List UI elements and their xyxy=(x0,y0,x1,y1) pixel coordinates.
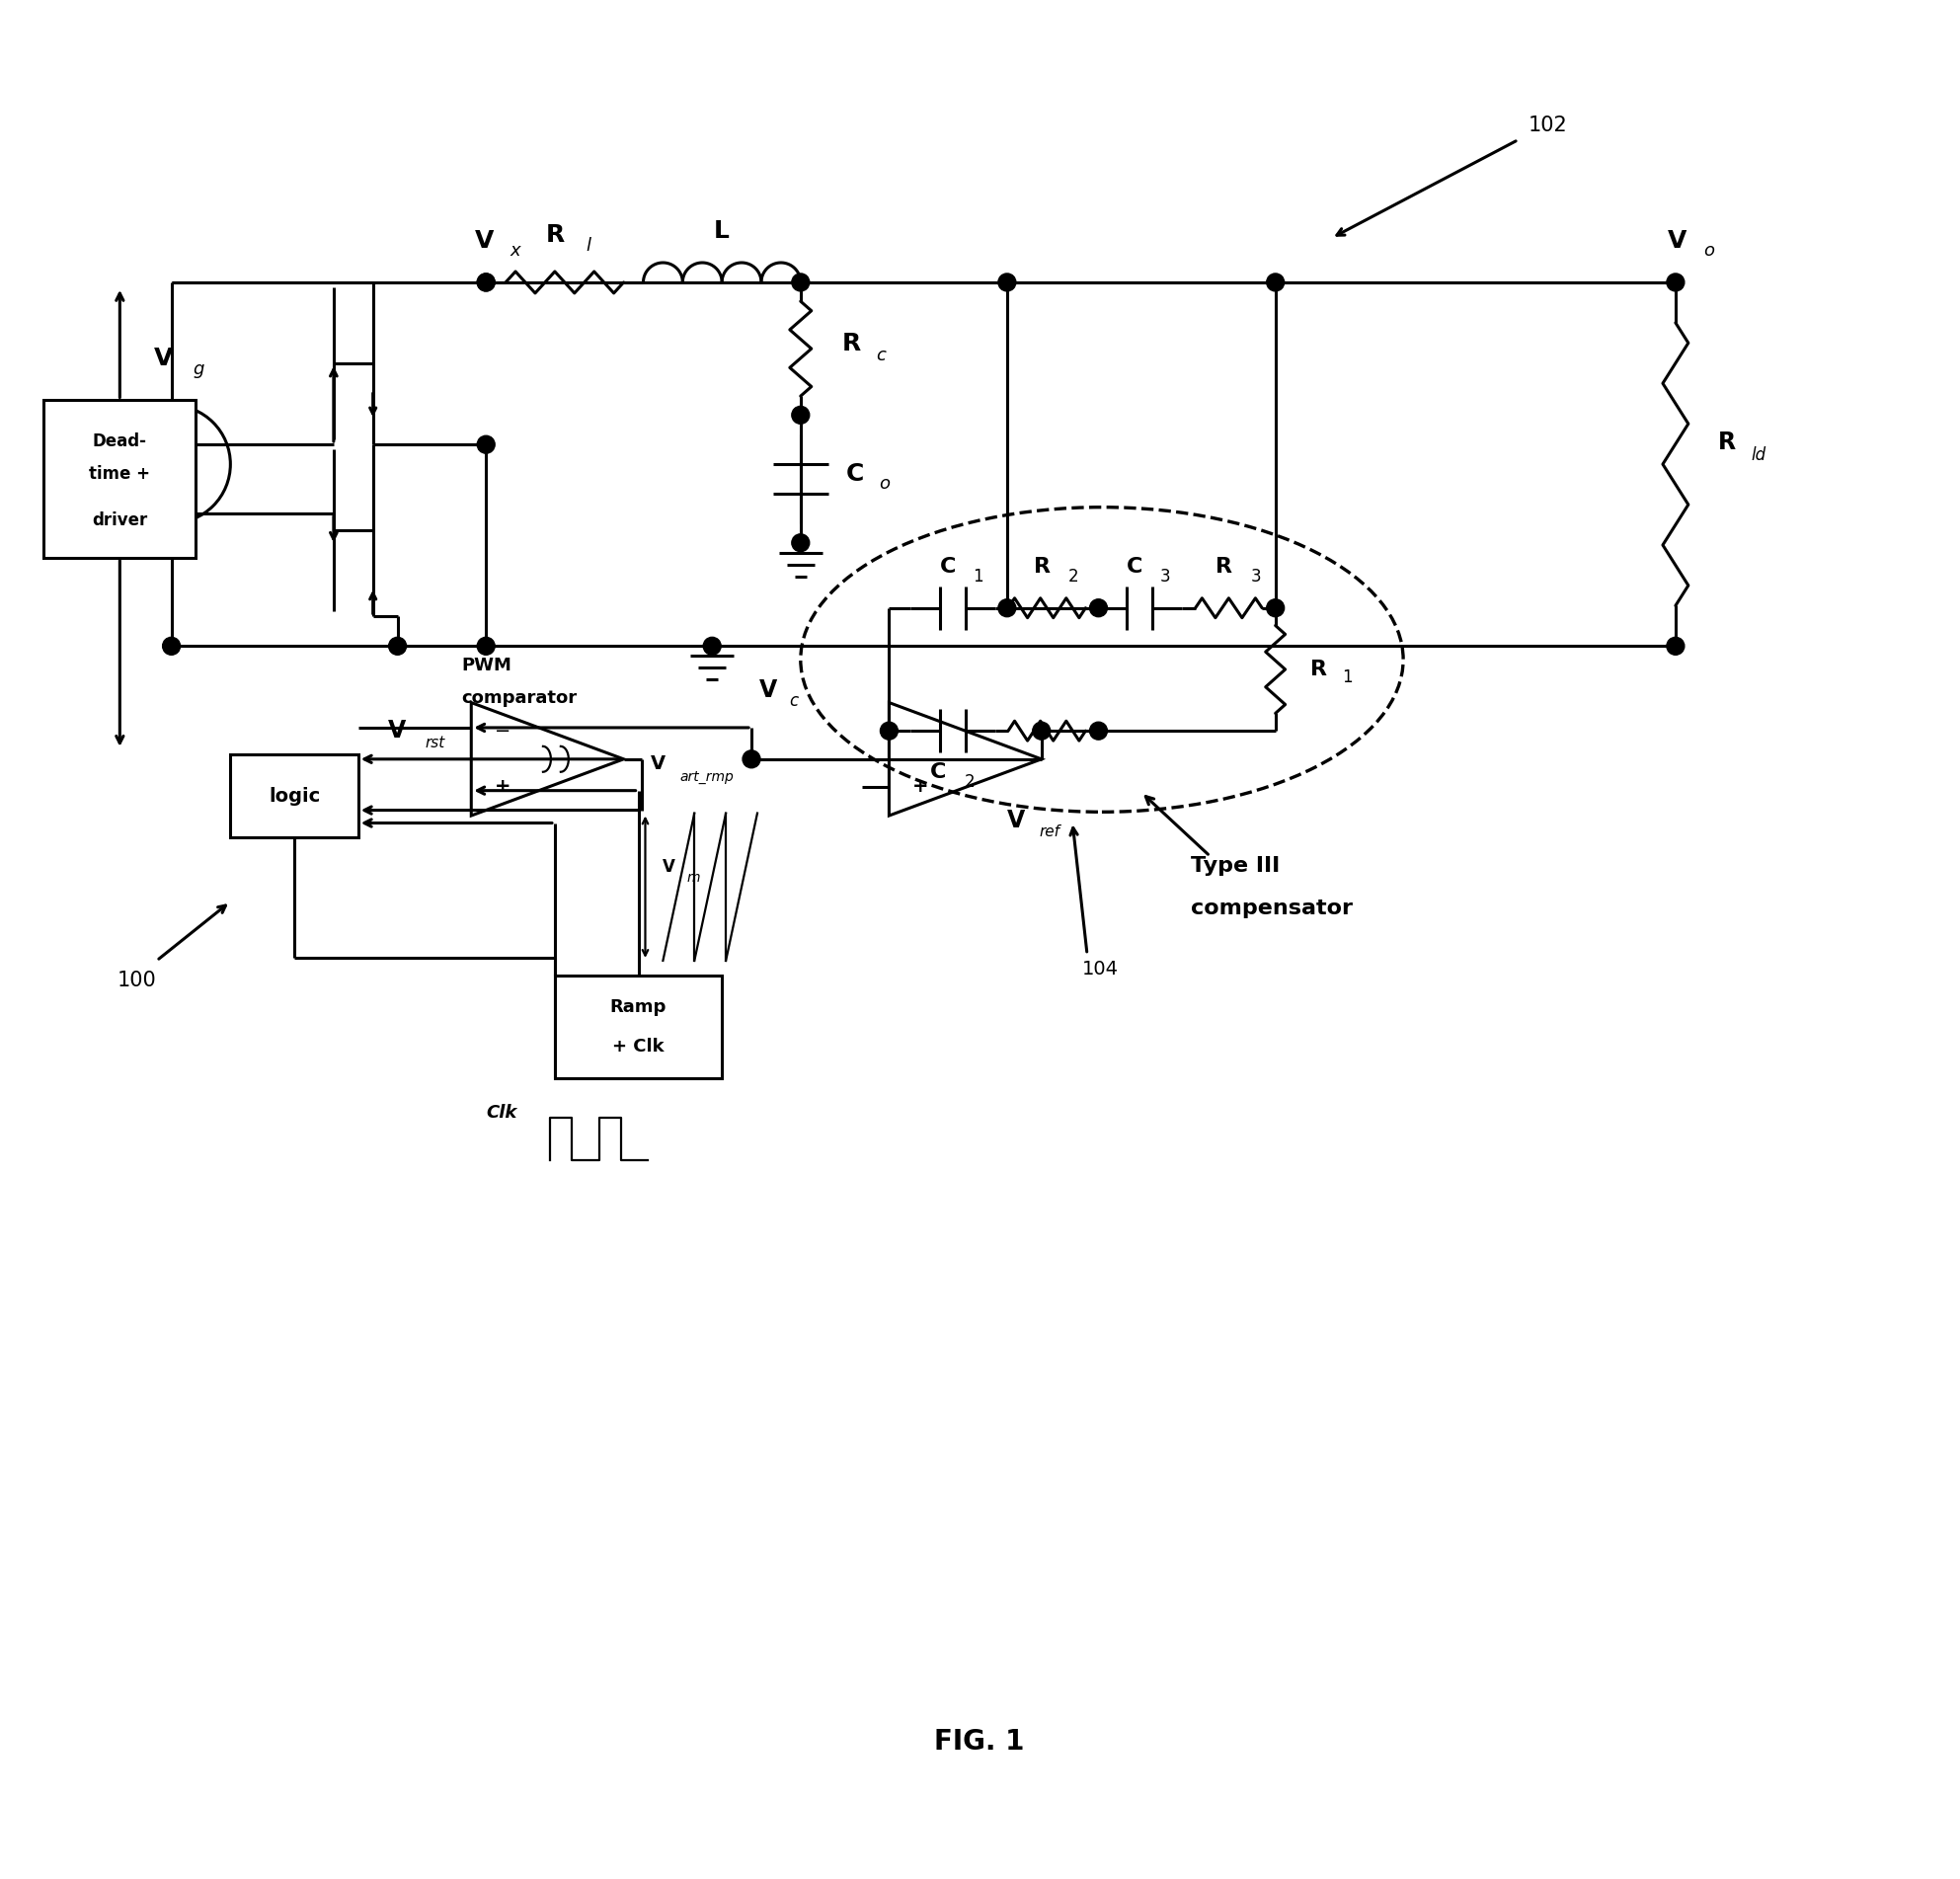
Circle shape xyxy=(476,637,494,656)
Circle shape xyxy=(1666,637,1684,656)
Text: C: C xyxy=(931,763,947,782)
Text: R: R xyxy=(843,333,860,355)
Text: x: x xyxy=(510,242,519,259)
Text: 100: 100 xyxy=(118,970,157,990)
Text: R: R xyxy=(1033,556,1051,577)
Text: C: C xyxy=(1127,556,1143,577)
Text: rst: rst xyxy=(425,735,445,750)
Circle shape xyxy=(1666,274,1684,291)
Text: FIG. 1: FIG. 1 xyxy=(935,1729,1025,1757)
Text: + Clk: + Clk xyxy=(612,1037,664,1056)
Text: compensator: compensator xyxy=(1190,898,1352,919)
Text: g: g xyxy=(192,361,204,378)
Text: c: c xyxy=(876,346,886,365)
Text: V: V xyxy=(651,755,664,774)
Circle shape xyxy=(704,637,721,656)
Text: C: C xyxy=(845,462,864,487)
Text: ld: ld xyxy=(1750,447,1766,464)
Text: +: + xyxy=(163,436,180,455)
Text: −: − xyxy=(494,722,512,740)
Circle shape xyxy=(792,274,809,291)
Text: 2: 2 xyxy=(964,772,976,791)
Text: L: L xyxy=(713,220,729,242)
Text: V: V xyxy=(1668,229,1688,254)
Text: V: V xyxy=(662,859,676,876)
Circle shape xyxy=(1090,722,1107,740)
Bar xyxy=(43,400,196,558)
Circle shape xyxy=(998,274,1015,291)
Text: 102: 102 xyxy=(1529,115,1568,135)
Text: 104: 104 xyxy=(1082,960,1119,979)
Text: art_rmp: art_rmp xyxy=(680,770,733,784)
Text: +: + xyxy=(494,778,512,797)
Text: logic: logic xyxy=(269,787,319,806)
Circle shape xyxy=(743,750,760,769)
Circle shape xyxy=(163,637,180,656)
Text: −: − xyxy=(163,479,180,498)
Text: V: V xyxy=(1007,808,1025,832)
Circle shape xyxy=(1033,722,1051,740)
Text: Dead-: Dead- xyxy=(92,432,147,451)
Text: o: o xyxy=(880,475,890,492)
Text: 3: 3 xyxy=(1250,567,1260,586)
Circle shape xyxy=(476,274,494,291)
Text: V: V xyxy=(759,678,778,703)
Circle shape xyxy=(1090,599,1107,616)
Text: V: V xyxy=(155,346,172,370)
Circle shape xyxy=(476,274,494,291)
Text: time +: time + xyxy=(90,466,151,483)
Text: R: R xyxy=(1215,556,1233,577)
Circle shape xyxy=(1266,274,1284,291)
Circle shape xyxy=(792,534,809,552)
Text: PWM: PWM xyxy=(461,658,512,675)
Text: 3: 3 xyxy=(1160,567,1170,586)
Text: 1: 1 xyxy=(1343,669,1352,686)
Circle shape xyxy=(998,599,1015,616)
Text: l: l xyxy=(586,237,592,256)
Text: R: R xyxy=(545,224,564,246)
Text: −: − xyxy=(913,722,929,740)
Text: V: V xyxy=(474,229,494,254)
Bar xyxy=(555,975,721,1079)
Text: V: V xyxy=(388,720,406,742)
Text: R: R xyxy=(1311,660,1327,680)
Circle shape xyxy=(880,722,898,740)
Circle shape xyxy=(388,637,406,656)
Text: ref: ref xyxy=(1039,825,1060,840)
Text: driver: driver xyxy=(92,511,147,530)
Text: Ramp: Ramp xyxy=(610,998,666,1017)
Text: c: c xyxy=(788,691,798,710)
Text: Clk: Clk xyxy=(486,1105,517,1122)
Text: 2: 2 xyxy=(1068,567,1078,586)
Text: m: m xyxy=(686,872,700,885)
Text: comparator: comparator xyxy=(461,690,576,707)
Text: o: o xyxy=(1703,242,1713,259)
Text: Type III: Type III xyxy=(1190,857,1280,876)
Text: +: + xyxy=(911,778,929,797)
Bar xyxy=(231,753,359,838)
Text: R: R xyxy=(1717,430,1737,455)
Circle shape xyxy=(792,406,809,425)
Text: 1: 1 xyxy=(972,567,984,586)
Text: C: C xyxy=(941,556,956,577)
Circle shape xyxy=(476,436,494,453)
Circle shape xyxy=(1266,599,1284,616)
